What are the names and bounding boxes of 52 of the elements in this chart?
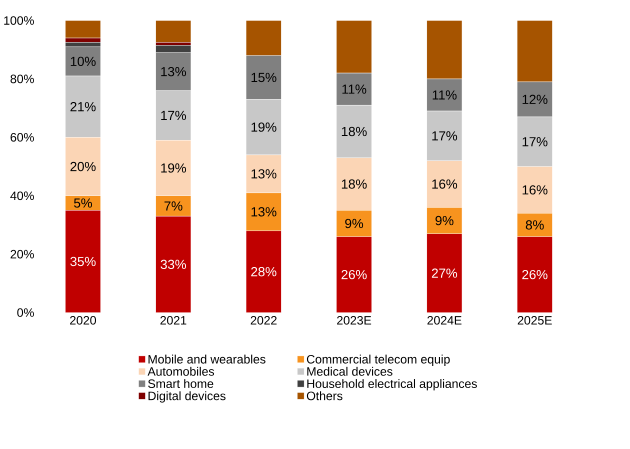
legend-label: Automobiles — [148, 366, 214, 376]
legend-label: Mobile and wearables — [148, 354, 266, 364]
legend-label: Commercial telecom equip — [306, 354, 450, 366]
data-label: 16% — [522, 185, 548, 194]
legend-label: Others — [306, 391, 342, 400]
data-label: 19% — [161, 163, 186, 172]
x-tick-label: 2021 — [160, 316, 186, 324]
y-tick-label: 40% — [10, 191, 34, 200]
bar — [65, 20, 101, 38]
data-label: 35% — [70, 256, 96, 266]
data-label: 17% — [522, 136, 548, 146]
data-label: 9% — [436, 216, 454, 226]
x-tick-label: 2020 — [70, 316, 96, 324]
legend-label: Digital devices — [148, 391, 226, 402]
data-label: 10% — [70, 56, 96, 66]
data-label: 11% — [342, 84, 366, 94]
data-label: 19% — [252, 122, 276, 132]
data-label: 28% — [251, 266, 276, 276]
data-label: 16% — [432, 179, 458, 189]
x-tick-label: 2022 — [250, 316, 277, 324]
y-tick-label: 80% — [10, 74, 34, 84]
y-tick-label: 20% — [10, 250, 34, 258]
data-label: 26% — [522, 270, 548, 280]
legend-label: Household electrical appliances — [307, 378, 477, 390]
data-label: 13% — [252, 169, 276, 178]
data-label: 13% — [161, 66, 186, 76]
y-tick-label: 100% — [4, 16, 34, 25]
bar — [156, 20, 192, 42]
data-label: 33% — [160, 260, 186, 269]
legend-label: Smart home — [148, 378, 214, 388]
data-label: 9% — [345, 218, 364, 228]
data-label: 12% — [522, 94, 548, 104]
data-label: 17% — [432, 131, 458, 140]
data-label: 26% — [342, 270, 367, 280]
data-label: 7% — [164, 201, 182, 210]
data-label: 21% — [70, 102, 96, 112]
data-label: 27% — [432, 268, 458, 278]
data-label: 8% — [526, 220, 544, 230]
data-label: 11% — [432, 90, 457, 100]
data-label: 5% — [74, 198, 92, 208]
y-tick-label: 60% — [10, 132, 34, 142]
data-label: 20% — [70, 162, 96, 172]
x-tick-label: 2023E — [337, 316, 372, 324]
data-label: 18% — [342, 126, 367, 136]
x-tick-label: 2025E — [518, 316, 552, 324]
x-tick-label: 2024E — [427, 316, 462, 324]
legend-label: Medical devices — [307, 366, 392, 376]
y-tick-label: 0% — [17, 308, 34, 317]
data-label: 18% — [342, 179, 367, 189]
data-label: 13% — [252, 206, 276, 216]
data-label: 17% — [161, 110, 186, 120]
data-label: 15% — [252, 72, 276, 82]
